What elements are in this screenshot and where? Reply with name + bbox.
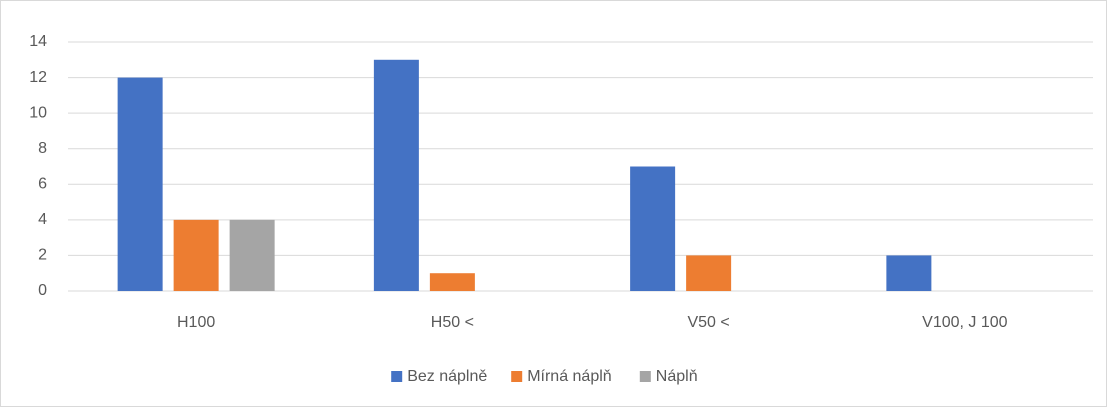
y-tick-label: 8 [38, 140, 47, 157]
y-tick-label: 2 [38, 247, 47, 264]
y-tick-label: 14 [29, 33, 47, 50]
legend-swatch [511, 371, 523, 382]
y-tick-label: 0 [38, 282, 47, 299]
x-tick-label: V50 < [687, 314, 729, 331]
bar [229, 219, 275, 291]
bar [373, 59, 419, 292]
y-tick-label: 12 [29, 69, 47, 86]
bar [630, 166, 676, 291]
x-tick-label: V100, J 100 [922, 314, 1008, 331]
bar [429, 273, 475, 291]
legend-label: Bez náplně [407, 368, 487, 385]
x-tick-label: H50 < [431, 314, 474, 331]
bar [173, 219, 219, 291]
legend-swatch [391, 371, 403, 382]
bar [886, 255, 932, 291]
x-tick-label: H100 [177, 314, 215, 331]
legend-label: Mírná náplň [527, 368, 612, 385]
y-tick-label: 10 [29, 104, 47, 121]
y-tick-label: 6 [38, 176, 47, 193]
bar [686, 255, 732, 291]
y-tick-label: 4 [38, 211, 47, 228]
legend-swatch [639, 371, 651, 382]
bar [117, 77, 163, 291]
legend-label: Náplň [656, 368, 698, 385]
